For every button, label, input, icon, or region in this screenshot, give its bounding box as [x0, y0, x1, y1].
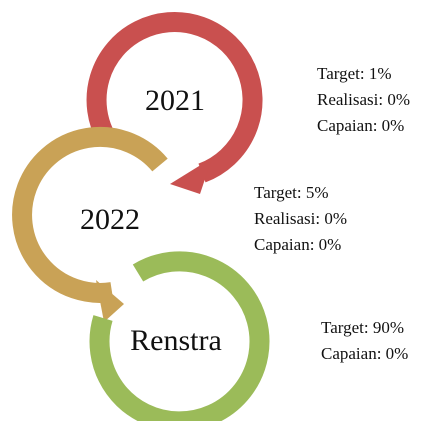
texts: 2021 Target: 1% Realisasi: 0% Capaian: 0% 20…	[80, 64, 410, 363]
info-line: Realisasi: 0%	[317, 90, 410, 109]
info-line: Target: 5%	[254, 183, 329, 202]
node-label: 2021	[145, 84, 205, 117]
info-line: Capaian: 0%	[254, 235, 341, 254]
arc-2021	[86, 12, 263, 183]
info-line: Target: 90%	[321, 318, 404, 337]
arc-renstra	[89, 251, 270, 421]
arrow-2021	[170, 158, 212, 194]
node-label: Renstra	[130, 324, 222, 357]
info-line: Realisasi: 0%	[254, 209, 347, 228]
info-line: Capaian: 0%	[317, 116, 404, 135]
info-line: Target: 1%	[317, 64, 392, 83]
arc-2022	[12, 126, 168, 303]
info-line: Capaian: 0%	[321, 344, 408, 363]
arrow-2022	[96, 280, 124, 322]
node-label: 2022	[80, 203, 140, 236]
